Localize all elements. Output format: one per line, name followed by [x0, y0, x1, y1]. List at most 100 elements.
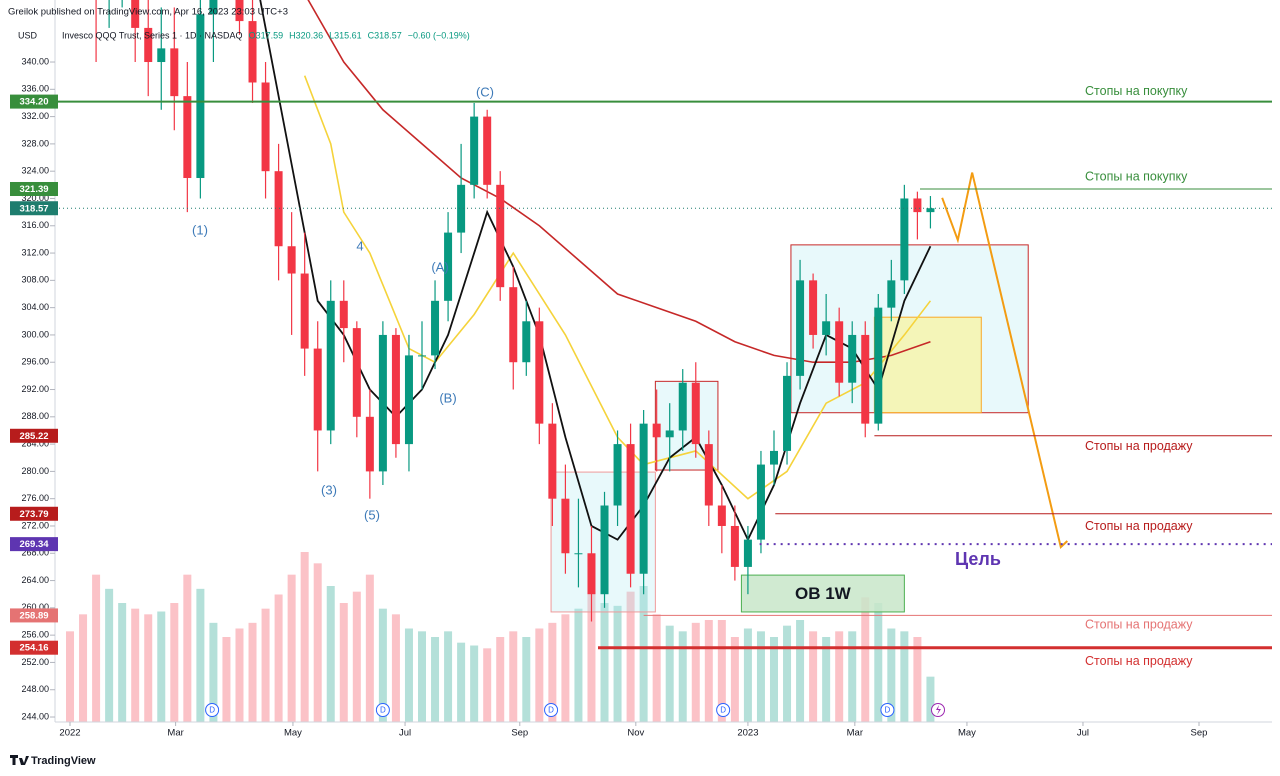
- volume-bar: [209, 622, 218, 722]
- candle-body: [144, 27, 153, 63]
- candle-body: [131, 0, 140, 28]
- dividend-label: D: [380, 706, 386, 715]
- x-tick-label: Nov: [627, 728, 644, 739]
- volume-bar: [131, 608, 140, 722]
- volume-bar: [887, 628, 896, 722]
- candle-body: [809, 280, 818, 335]
- wave-label: 4: [356, 238, 363, 253]
- y-tick-label: 296.00: [21, 357, 49, 367]
- volume-bar: [796, 620, 805, 722]
- candle-body: [444, 232, 453, 301]
- dividend-label: D: [720, 706, 726, 715]
- y-tick-label: 248.00: [21, 684, 49, 694]
- x-tick-label: Jul: [1077, 728, 1089, 739]
- plot-area: OB 1W Стопы на покупку Стопы на покупку Сто…: [55, 0, 1272, 722]
- candle-body: [743, 539, 752, 567]
- volume-bar: [287, 574, 296, 722]
- publisher: Greilok published on TradingView.com, Ap…: [8, 7, 288, 18]
- level-text: Стопы на покупку: [1085, 169, 1188, 183]
- legend-item: H320.36: [289, 30, 323, 40]
- legend: Invesco QQQ Trust, Series 1 · 1D · NASDA…: [62, 30, 470, 40]
- candle-body: [261, 82, 270, 172]
- candle-body: [926, 208, 935, 213]
- volume-bar: [783, 625, 792, 722]
- candle-body: [418, 355, 427, 357]
- candle-body: [496, 184, 505, 288]
- volume-bar: [365, 574, 374, 722]
- candle-body: [196, 14, 205, 179]
- candle-body: [861, 334, 870, 424]
- y-tick-label: 276.00: [21, 493, 49, 503]
- y-tick-label: 336.00: [21, 84, 49, 94]
- wave-label: (A): [431, 259, 448, 274]
- level-text: Стопы на покупку: [1085, 84, 1188, 98]
- price-tag-bg: [10, 608, 58, 623]
- volume-bar: [730, 637, 739, 722]
- candle-body: [639, 423, 648, 574]
- volume-bar: [926, 676, 935, 722]
- y-tick-label: 252.00: [21, 657, 49, 667]
- volume-bar: [261, 608, 270, 722]
- candle-body: [691, 382, 700, 445]
- price-tag-bg: [10, 506, 58, 521]
- price-tag-bg: [10, 537, 58, 552]
- candle-body: [613, 444, 622, 506]
- moving-average: [307, 0, 931, 364]
- dividend-label: D: [548, 706, 554, 715]
- price-tag-bg: [10, 640, 58, 655]
- candle-body: [913, 198, 922, 213]
- price-tag: 269.34: [19, 539, 49, 550]
- volume-bar: [535, 628, 544, 722]
- volume-bar: [626, 591, 635, 722]
- candle-body: [431, 300, 440, 356]
- y-tick-label: 340.00: [21, 56, 49, 66]
- candle-body: [822, 321, 831, 335]
- candle-body: [170, 48, 179, 97]
- volume-bar: [352, 591, 361, 722]
- level-text: Стопы на продажу: [1085, 519, 1193, 533]
- candle-body: [548, 423, 557, 499]
- level-text: Стопы на продажу: [1085, 618, 1193, 632]
- volume-bar: [913, 637, 922, 722]
- candle-body: [326, 300, 335, 431]
- volume-bar: [756, 631, 765, 722]
- price-tag: 285.22: [19, 431, 48, 442]
- volume-bar: [79, 614, 88, 722]
- candle-body: [678, 382, 687, 431]
- x-tick-label: 2022: [59, 728, 80, 739]
- y-tick-label: 264.00: [21, 575, 49, 585]
- last-price-tag-bg: [10, 201, 58, 216]
- candle-body: [626, 444, 635, 574]
- volume-bar: [900, 631, 909, 722]
- dividend-label: D: [209, 706, 215, 715]
- candle-body: [874, 307, 883, 424]
- candle-body: [900, 198, 909, 281]
- candle-body: [717, 505, 726, 526]
- zone: [740, 574, 905, 613]
- x-tick-label: Sep: [511, 728, 528, 739]
- volume-bar: [92, 574, 101, 722]
- y-tick-label: 304.00: [21, 302, 49, 312]
- level-text: Стопы на продажу: [1085, 439, 1193, 453]
- currency: USD: [18, 30, 38, 40]
- candle-body: [339, 300, 348, 329]
- price-tag: 273.79: [19, 509, 48, 520]
- volume-bar: [496, 637, 505, 722]
- x-tick-label: Jul: [399, 728, 411, 739]
- wave-label: (B): [439, 390, 456, 405]
- volume-bar: [574, 608, 583, 722]
- dividend-marker: [375, 703, 390, 717]
- logo-icon: [10, 755, 29, 765]
- price-tag: 254.16: [19, 643, 48, 654]
- y-tick-label: 300.00: [21, 329, 49, 339]
- volume-bar: [509, 631, 518, 722]
- candle-body: [535, 321, 544, 424]
- y-tick-label: 320.00: [21, 193, 49, 203]
- volume-bar: [483, 648, 492, 722]
- volume-bar: [809, 631, 818, 722]
- y-tick-label: 312.00: [21, 247, 49, 257]
- volume-bar: [600, 603, 609, 722]
- volume-bar: [678, 631, 687, 722]
- y-tick-label: 332.00: [21, 111, 49, 121]
